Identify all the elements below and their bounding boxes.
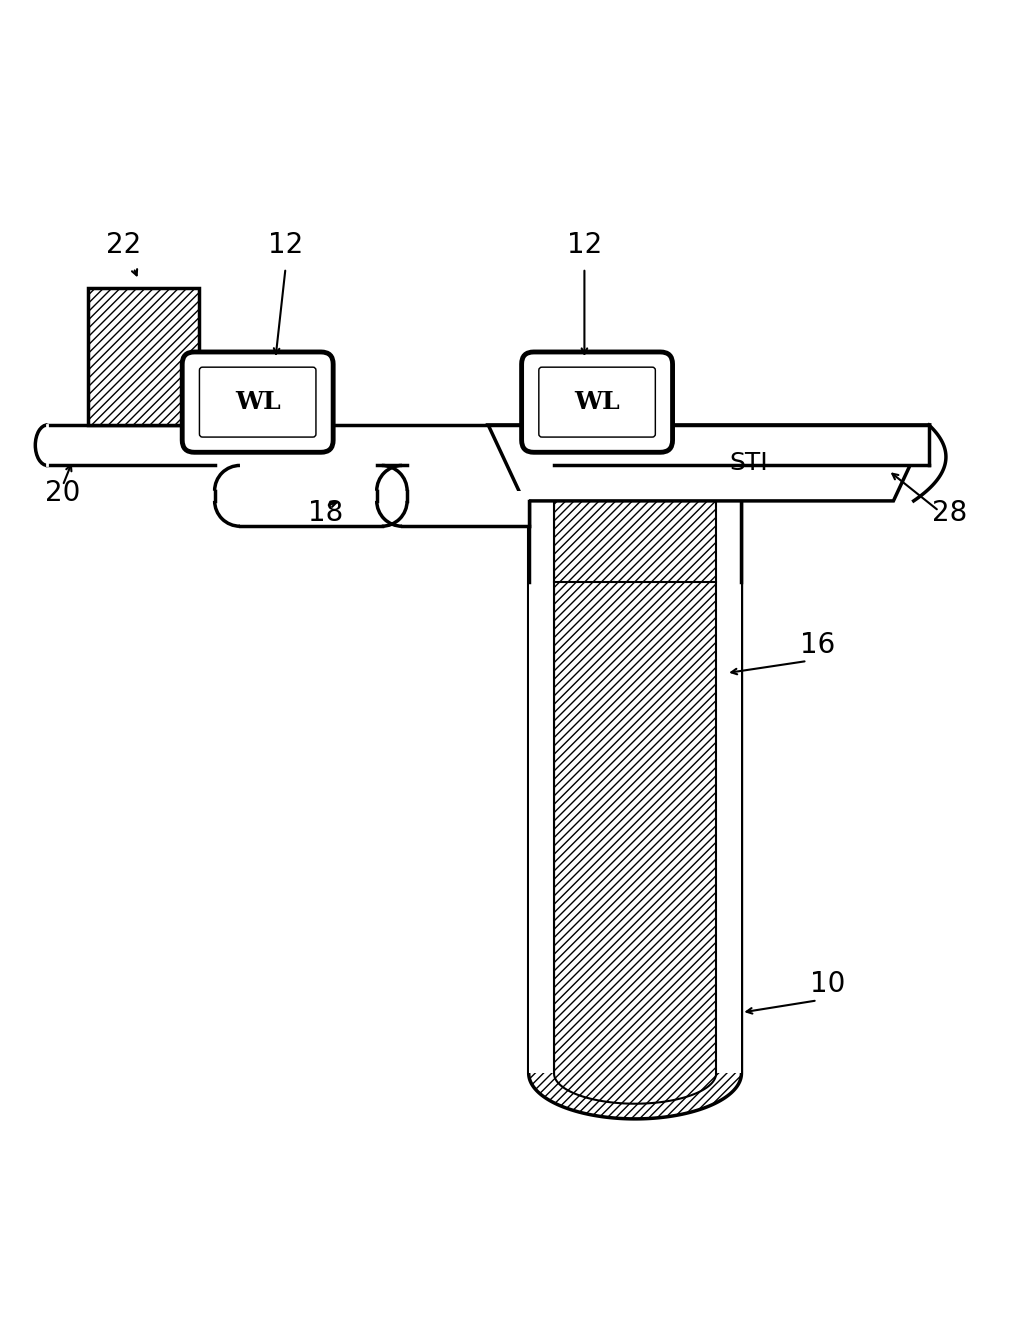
Text: STI: STI xyxy=(729,451,768,475)
Bar xyxy=(215,491,407,526)
Bar xyxy=(716,501,741,582)
Bar xyxy=(529,501,554,582)
Bar xyxy=(377,424,407,465)
FancyBboxPatch shape xyxy=(539,367,655,438)
Bar xyxy=(88,288,199,424)
Text: 12: 12 xyxy=(567,231,602,259)
Text: 16: 16 xyxy=(800,631,835,659)
Bar xyxy=(554,424,928,465)
Polygon shape xyxy=(529,501,741,1119)
Text: 12: 12 xyxy=(268,231,303,259)
Text: WL: WL xyxy=(574,390,620,414)
Polygon shape xyxy=(529,582,554,1073)
Text: WL: WL xyxy=(235,390,280,414)
Text: 28: 28 xyxy=(931,499,966,528)
Text: 22: 22 xyxy=(106,231,141,259)
FancyBboxPatch shape xyxy=(199,367,316,438)
Polygon shape xyxy=(488,424,928,501)
FancyBboxPatch shape xyxy=(182,351,333,452)
FancyBboxPatch shape xyxy=(522,351,673,452)
Text: 10: 10 xyxy=(810,971,845,998)
Bar xyxy=(47,424,215,465)
Bar xyxy=(377,491,529,526)
Polygon shape xyxy=(716,582,741,1073)
Polygon shape xyxy=(554,480,716,1103)
Text: 18: 18 xyxy=(308,499,344,528)
Text: 20: 20 xyxy=(45,479,80,507)
